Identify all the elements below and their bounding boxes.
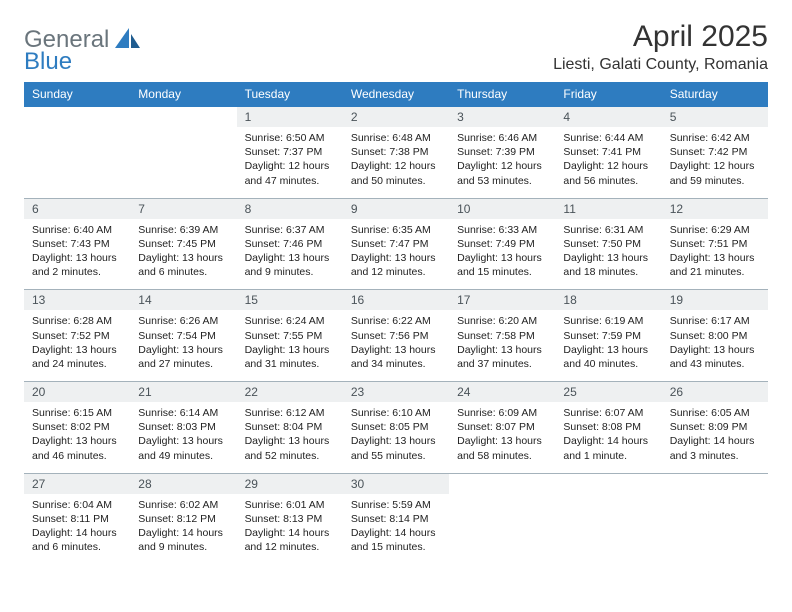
day-number-cell: 20 xyxy=(24,382,130,403)
day-number-cell: 6 xyxy=(24,198,130,219)
day-number-row: 6789101112 xyxy=(24,198,768,219)
day-number-cell: 9 xyxy=(343,198,449,219)
day-number-cell: 18 xyxy=(555,290,661,311)
day-number-cell: 10 xyxy=(449,198,555,219)
day-number-cell: 7 xyxy=(130,198,236,219)
dayhead-wed: Wednesday xyxy=(343,82,449,107)
day-info-row: Sunrise: 6:04 AMSunset: 8:11 PMDaylight:… xyxy=(24,494,768,565)
day-info-cell: Sunrise: 6:05 AMSunset: 8:09 PMDaylight:… xyxy=(662,402,768,473)
day-info-cell: Sunrise: 6:22 AMSunset: 7:56 PMDaylight:… xyxy=(343,310,449,381)
day-number-cell: 1 xyxy=(237,107,343,128)
dayhead-mon: Monday xyxy=(130,82,236,107)
day-info-row: Sunrise: 6:40 AMSunset: 7:43 PMDaylight:… xyxy=(24,219,768,290)
day-number-cell: 19 xyxy=(662,290,768,311)
day-info-cell: Sunrise: 6:17 AMSunset: 8:00 PMDaylight:… xyxy=(662,310,768,381)
dayhead-thu: Thursday xyxy=(449,82,555,107)
day-number-cell: 11 xyxy=(555,198,661,219)
month-title: April 2025 xyxy=(553,20,768,54)
day-number-cell: 22 xyxy=(237,382,343,403)
day-number-cell: 28 xyxy=(130,473,236,494)
sail-icon xyxy=(115,28,141,55)
day-info-cell: Sunrise: 6:35 AMSunset: 7:47 PMDaylight:… xyxy=(343,219,449,290)
dayhead-sat: Saturday xyxy=(662,82,768,107)
day-info-cell: Sunrise: 6:20 AMSunset: 7:58 PMDaylight:… xyxy=(449,310,555,381)
day-info-cell xyxy=(449,494,555,565)
day-info-cell: Sunrise: 6:12 AMSunset: 8:04 PMDaylight:… xyxy=(237,402,343,473)
day-info-cell: Sunrise: 6:39 AMSunset: 7:45 PMDaylight:… xyxy=(130,219,236,290)
day-info-cell xyxy=(130,127,236,198)
day-number-cell: 5 xyxy=(662,107,768,128)
day-number-cell: 25 xyxy=(555,382,661,403)
day-info-cell: Sunrise: 6:50 AMSunset: 7:37 PMDaylight:… xyxy=(237,127,343,198)
day-number-row: 13141516171819 xyxy=(24,290,768,311)
day-info-cell: Sunrise: 6:10 AMSunset: 8:05 PMDaylight:… xyxy=(343,402,449,473)
day-number-cell: 4 xyxy=(555,107,661,128)
day-info-cell: Sunrise: 6:07 AMSunset: 8:08 PMDaylight:… xyxy=(555,402,661,473)
day-number-row: 12345 xyxy=(24,107,768,128)
day-info-cell: Sunrise: 6:44 AMSunset: 7:41 PMDaylight:… xyxy=(555,127,661,198)
day-number-cell xyxy=(24,107,130,128)
day-number-cell: 8 xyxy=(237,198,343,219)
day-info-cell xyxy=(662,494,768,565)
brand-logo: General Blue xyxy=(24,28,141,74)
calendar-page: General Blue April 2025 Liesti, Galati C… xyxy=(0,0,792,564)
brand-part2: Blue xyxy=(24,50,109,74)
day-info-cell: Sunrise: 6:46 AMSunset: 7:39 PMDaylight:… xyxy=(449,127,555,198)
day-number-cell: 21 xyxy=(130,382,236,403)
day-number-cell xyxy=(449,473,555,494)
day-number-cell: 3 xyxy=(449,107,555,128)
day-number-cell: 15 xyxy=(237,290,343,311)
day-info-cell: Sunrise: 6:14 AMSunset: 8:03 PMDaylight:… xyxy=(130,402,236,473)
day-number-row: 20212223242526 xyxy=(24,382,768,403)
day-info-cell: Sunrise: 6:31 AMSunset: 7:50 PMDaylight:… xyxy=(555,219,661,290)
day-number-cell: 26 xyxy=(662,382,768,403)
day-info-cell: Sunrise: 6:28 AMSunset: 7:52 PMDaylight:… xyxy=(24,310,130,381)
day-info-cell xyxy=(555,494,661,565)
day-info-row: Sunrise: 6:28 AMSunset: 7:52 PMDaylight:… xyxy=(24,310,768,381)
title-block: April 2025 Liesti, Galati County, Romani… xyxy=(553,20,768,74)
page-header: General Blue April 2025 Liesti, Galati C… xyxy=(24,20,768,74)
day-info-cell: Sunrise: 6:42 AMSunset: 7:42 PMDaylight:… xyxy=(662,127,768,198)
day-info-cell: Sunrise: 6:26 AMSunset: 7:54 PMDaylight:… xyxy=(130,310,236,381)
calendar-table: Sunday Monday Tuesday Wednesday Thursday… xyxy=(24,82,768,564)
day-info-cell: Sunrise: 6:01 AMSunset: 8:13 PMDaylight:… xyxy=(237,494,343,565)
day-info-cell: Sunrise: 6:02 AMSunset: 8:12 PMDaylight:… xyxy=(130,494,236,565)
day-number-cell: 27 xyxy=(24,473,130,494)
day-number-row: 27282930 xyxy=(24,473,768,494)
day-info-row: Sunrise: 6:15 AMSunset: 8:02 PMDaylight:… xyxy=(24,402,768,473)
day-info-row: Sunrise: 6:50 AMSunset: 7:37 PMDaylight:… xyxy=(24,127,768,198)
day-number-cell: 16 xyxy=(343,290,449,311)
day-number-cell xyxy=(555,473,661,494)
day-info-cell: Sunrise: 6:40 AMSunset: 7:43 PMDaylight:… xyxy=(24,219,130,290)
day-info-cell: Sunrise: 6:04 AMSunset: 8:11 PMDaylight:… xyxy=(24,494,130,565)
day-number-cell xyxy=(130,107,236,128)
dayhead-tue: Tuesday xyxy=(237,82,343,107)
day-info-cell: Sunrise: 6:48 AMSunset: 7:38 PMDaylight:… xyxy=(343,127,449,198)
day-info-cell xyxy=(24,127,130,198)
day-number-cell: 14 xyxy=(130,290,236,311)
day-header-row: Sunday Monday Tuesday Wednesday Thursday… xyxy=(24,82,768,107)
location-text: Liesti, Galati County, Romania xyxy=(553,56,768,74)
day-info-cell: Sunrise: 5:59 AMSunset: 8:14 PMDaylight:… xyxy=(343,494,449,565)
day-number-cell: 23 xyxy=(343,382,449,403)
day-info-cell: Sunrise: 6:37 AMSunset: 7:46 PMDaylight:… xyxy=(237,219,343,290)
day-info-cell: Sunrise: 6:19 AMSunset: 7:59 PMDaylight:… xyxy=(555,310,661,381)
day-number-cell: 30 xyxy=(343,473,449,494)
day-info-cell: Sunrise: 6:09 AMSunset: 8:07 PMDaylight:… xyxy=(449,402,555,473)
day-number-cell: 17 xyxy=(449,290,555,311)
day-number-cell: 24 xyxy=(449,382,555,403)
logo-text-block: General Blue xyxy=(24,28,109,74)
day-number-cell: 29 xyxy=(237,473,343,494)
dayhead-fri: Friday xyxy=(555,82,661,107)
day-info-cell: Sunrise: 6:24 AMSunset: 7:55 PMDaylight:… xyxy=(237,310,343,381)
dayhead-sun: Sunday xyxy=(24,82,130,107)
day-info-cell: Sunrise: 6:15 AMSunset: 8:02 PMDaylight:… xyxy=(24,402,130,473)
day-number-cell: 2 xyxy=(343,107,449,128)
day-info-cell: Sunrise: 6:29 AMSunset: 7:51 PMDaylight:… xyxy=(662,219,768,290)
day-number-cell: 13 xyxy=(24,290,130,311)
day-info-cell: Sunrise: 6:33 AMSunset: 7:49 PMDaylight:… xyxy=(449,219,555,290)
day-number-cell xyxy=(662,473,768,494)
calendar-body: 12345 Sunrise: 6:50 AMSunset: 7:37 PMDay… xyxy=(24,107,768,565)
day-number-cell: 12 xyxy=(662,198,768,219)
